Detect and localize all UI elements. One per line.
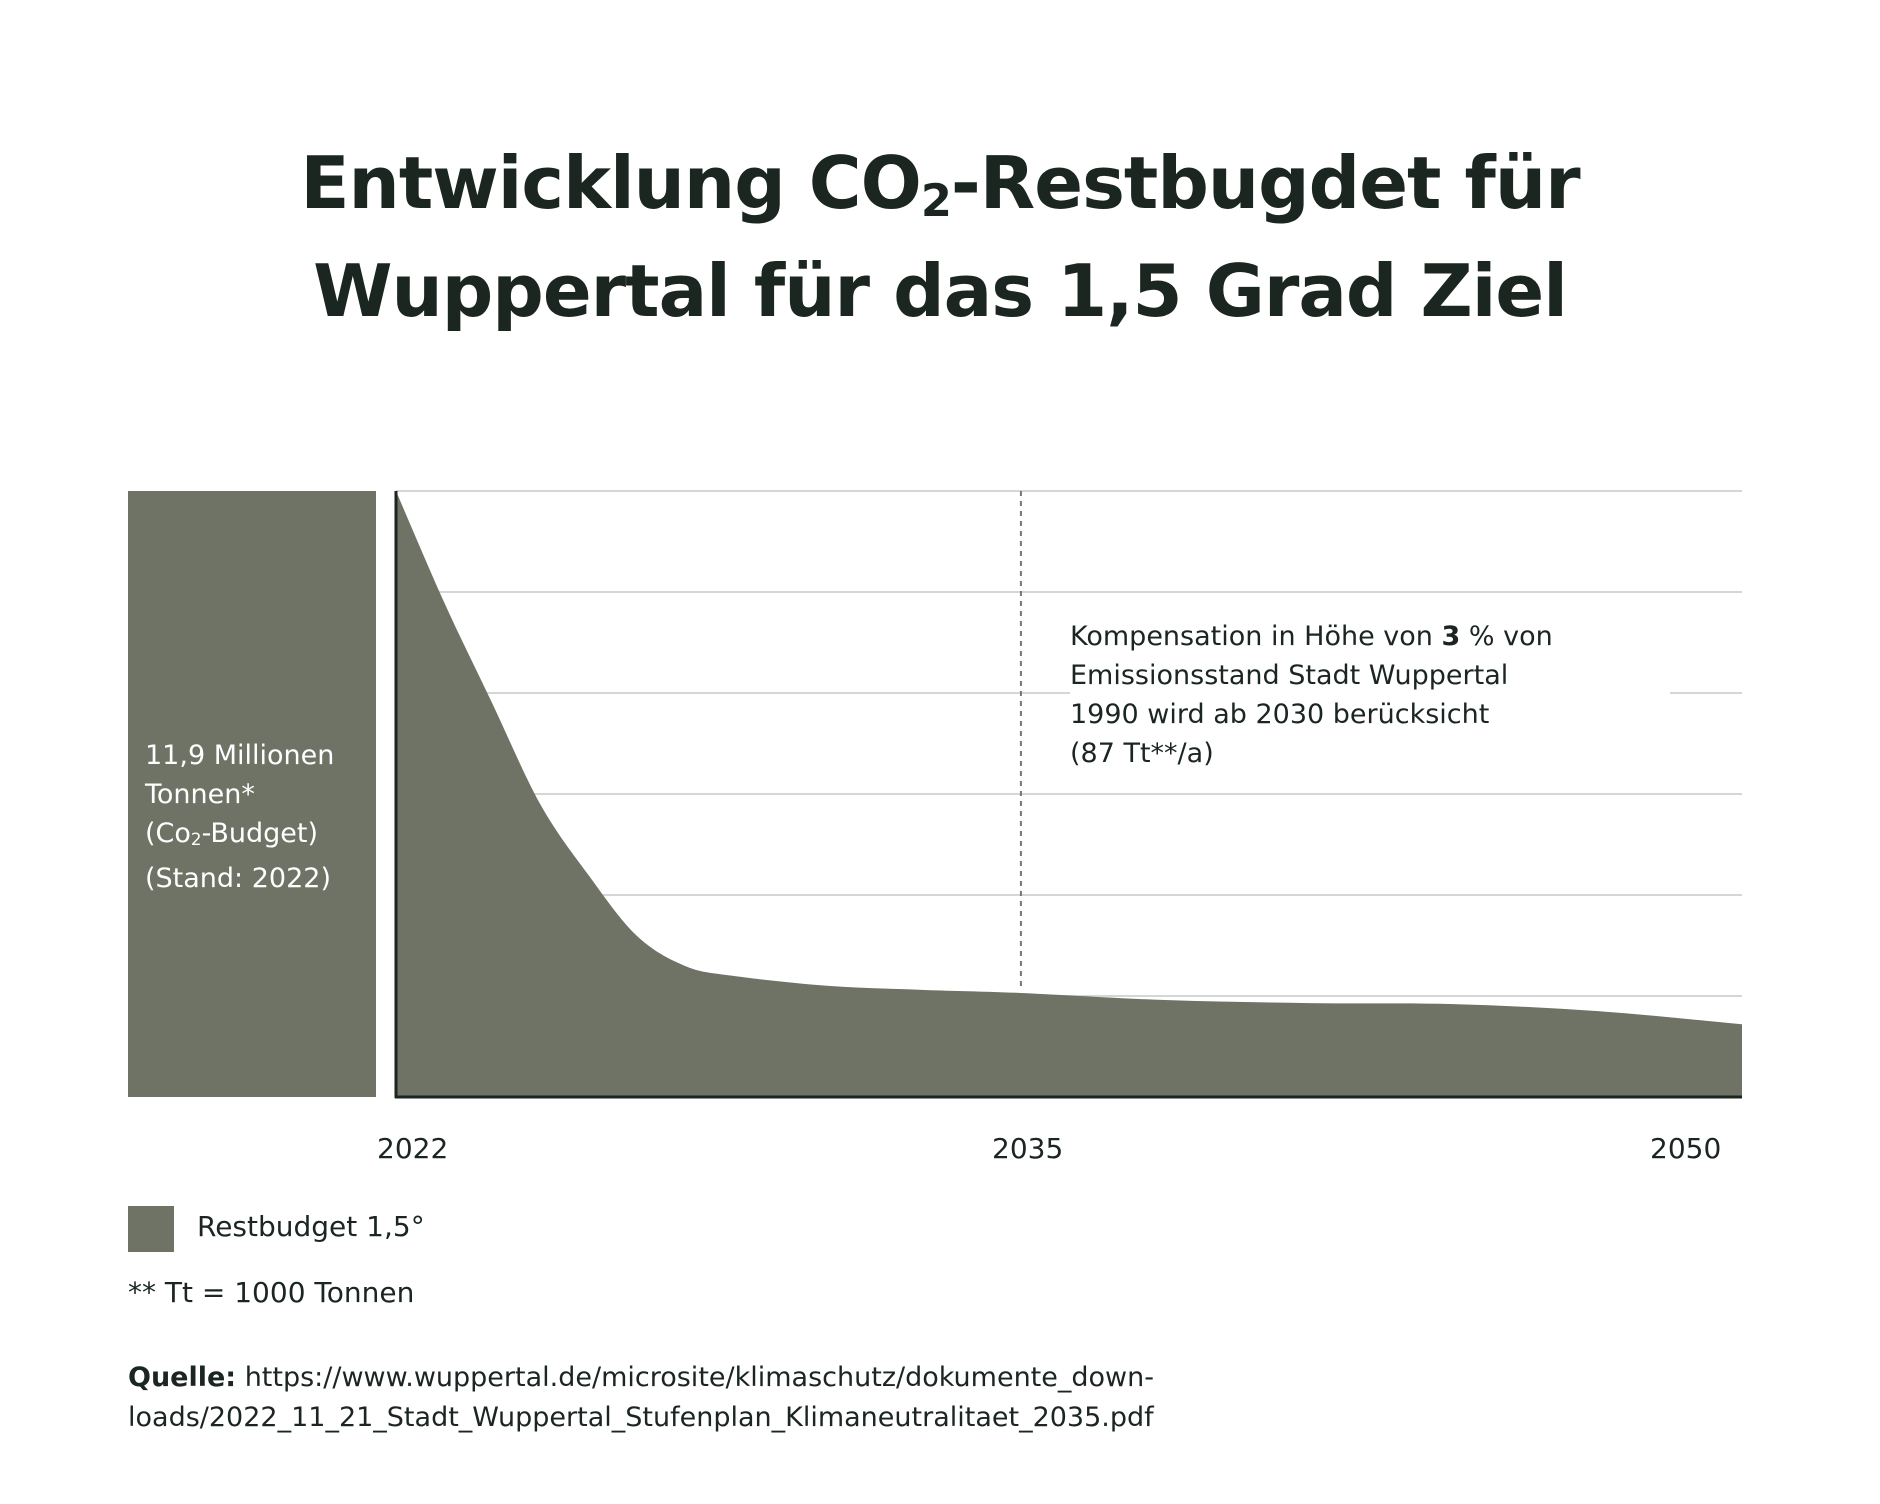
annotation-line-4: (87 Tt**/a) <box>1070 738 1214 769</box>
budget-bar <box>128 491 376 1097</box>
annotation-line-1: Kompensation in Höhe von 3 % von <box>1070 621 1553 652</box>
restbudget-area <box>396 491 1742 1097</box>
legend-swatch <box>128 1206 174 1252</box>
chart-title-line-2: Wuppertal für das 1,5 Grad Ziel <box>313 249 1568 334</box>
chart-title-line-1: Entwicklung CO2-Restbugdet für <box>300 141 1580 228</box>
budget-label-line-4: (Stand: 2022) <box>145 863 331 894</box>
budget-label: 11,9 Millionen Tonnen* (Co2-Budget) (Sta… <box>145 736 385 898</box>
legend-label: Restbudget 1,5° <box>197 1210 425 1243</box>
footnote: ** Tt = 1000 Tonnen <box>128 1276 415 1309</box>
x-tick-label-2022: 2022 <box>377 1132 449 1165</box>
budget-label-line-2: Tonnen* <box>145 779 255 810</box>
budget-label-line-3: (Co2-Budget) <box>145 818 318 849</box>
chart-title: Entwicklung CO2-Restbugdet für Wuppertal… <box>0 138 1880 336</box>
x-tick-label-2050: 2050 <box>1650 1132 1722 1165</box>
budget-label-line-1: 11,9 Millionen <box>145 740 335 771</box>
x-tick-label-2035: 2035 <box>992 1132 1064 1165</box>
source-line-1: Quelle: https://www.wuppertal.de/microsi… <box>128 1362 1154 1393</box>
annotation-line-2: Emissionsstand Stadt Wuppertal <box>1070 660 1509 691</box>
compensation-annotation: Kompensation in Höhe von 3 % von Emissio… <box>1070 617 1670 773</box>
source-note: Quelle: https://www.wuppertal.de/microsi… <box>128 1358 1154 1438</box>
source-line-2: loads/2022_11_21_Stadt_Wuppertal_Stufenp… <box>128 1402 1154 1433</box>
annotation-line-3: 1990 wird ab 2030 berücksicht <box>1070 699 1490 730</box>
